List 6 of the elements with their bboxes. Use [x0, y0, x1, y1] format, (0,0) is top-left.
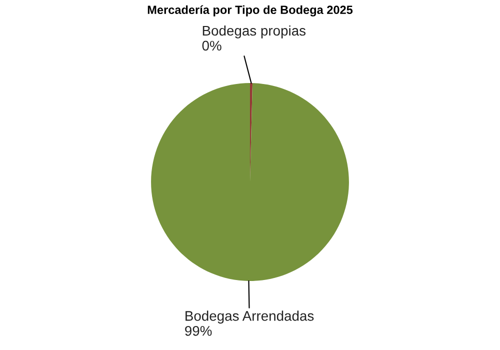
pie-slice — [151, 83, 349, 281]
slice-label: Bodegas Arrendadas — [186, 310, 314, 324]
data-label: 0% — [202, 40, 222, 51]
data-label: 99% — [185, 326, 212, 336]
slice-label: Bodegas propias — [202, 25, 306, 38]
chart-title: Mercadería por Tipo de Bodega 2025 — [148, 5, 353, 16]
